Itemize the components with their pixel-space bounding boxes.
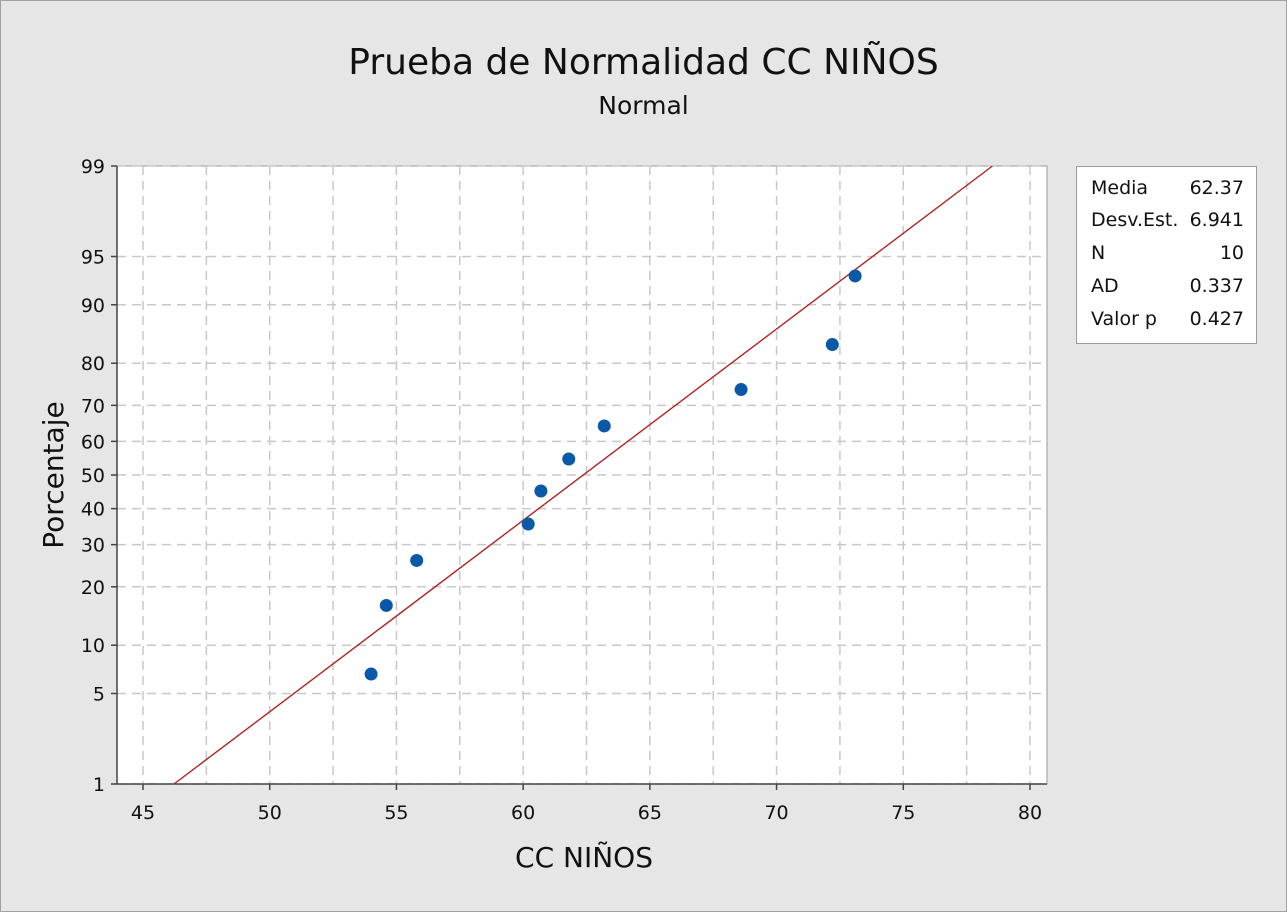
y-tick-label: 1 [93,774,105,796]
y-tick-label: 40 [81,499,105,521]
tick-labels: 45 50 55 60 65 70 75 80 1 5 10 20 30 40 50 60 70 80 90 95 99 [81,156,1042,824]
legend-value: 6.941 [1189,209,1244,231]
legend-row-media: Media 62.37 [1091,177,1244,207]
y-tick-label: 10 [81,635,105,657]
y-tick-label: 30 [81,535,105,557]
y-tick-label: 80 [81,353,105,375]
legend-row-valor-p: Valor p 0.427 [1091,308,1244,338]
data-point [379,598,393,612]
x-axis-label: CC NIÑOS [515,841,653,874]
data-point [848,269,862,283]
legend-label: N [1091,242,1106,264]
legend-value: 0.427 [1189,308,1244,330]
legend-label: Media [1091,177,1149,199]
y-tick-label: 60 [81,431,105,453]
data-point [734,383,748,397]
y-tick-label: 50 [81,465,105,487]
x-tick-label: 60 [511,802,535,824]
y-tick-label: 90 [81,295,105,317]
x-tick-label: 75 [891,802,915,824]
y-tick-label: 20 [81,577,105,599]
data-point [534,484,548,498]
legend-label: Valor p [1091,308,1157,330]
data-point [521,517,535,531]
legend-value: 0.337 [1189,275,1244,297]
legend-value: 10 [1219,242,1244,264]
fit-line-group [173,165,993,785]
y-axis-label: Porcentaje [37,401,70,548]
x-tick-label: 50 [258,802,282,824]
x-tick-label: 70 [764,802,788,824]
legend-label: AD [1091,275,1119,297]
data-point [825,338,839,352]
legend-row-n: N 10 [1091,242,1244,272]
y-tick-label: 95 [81,247,105,269]
x-tick-label: 45 [131,802,155,824]
chart-subtitle: Normal [598,91,689,120]
fit-line [173,165,993,785]
legend-value: 62.37 [1189,177,1244,199]
data-point [410,553,424,567]
data-points [364,269,862,681]
data-point [597,419,611,433]
x-tick-label: 55 [384,802,408,824]
x-tick-label: 65 [638,802,662,824]
stats-legend: Media 62.37 Desv.Est. 6.941 N 10 AD 0.33… [1076,166,1257,344]
data-point [562,452,576,466]
y-tick-label: 99 [81,156,105,178]
y-tick-label: 70 [81,395,105,417]
data-point [364,667,378,681]
chart-title: Prueba de Normalidad CC NIÑOS [348,42,939,83]
legend-row-ad: AD 0.337 [1091,275,1244,305]
x-tick-label: 80 [1018,802,1042,824]
y-tick-label: 5 [93,683,105,705]
legend-row-desv-est: Desv.Est. 6.941 [1091,209,1244,239]
legend-label: Desv.Est. [1091,209,1179,231]
